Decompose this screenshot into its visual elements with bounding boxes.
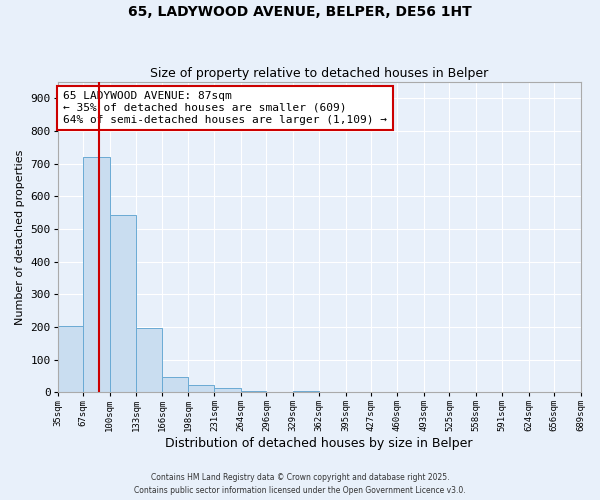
Text: 65, LADYWOOD AVENUE, BELPER, DE56 1HT: 65, LADYWOOD AVENUE, BELPER, DE56 1HT [128, 5, 472, 19]
Text: 65 LADYWOOD AVENUE: 87sqm
← 35% of detached houses are smaller (609)
64% of semi: 65 LADYWOOD AVENUE: 87sqm ← 35% of detac… [63, 92, 387, 124]
Text: Contains HM Land Registry data © Crown copyright and database right 2025.
Contai: Contains HM Land Registry data © Crown c… [134, 474, 466, 495]
Bar [110, 215, 136, 392]
Bar [163, 377, 188, 392]
Bar [293, 391, 319, 392]
Bar [83, 157, 110, 392]
Bar [188, 385, 214, 392]
Title: Size of property relative to detached houses in Belper: Size of property relative to detached ho… [150, 66, 488, 80]
Bar [214, 388, 241, 392]
Bar [136, 328, 163, 392]
Y-axis label: Number of detached properties: Number of detached properties [15, 150, 25, 325]
Bar [58, 326, 83, 392]
Bar [241, 390, 266, 392]
X-axis label: Distribution of detached houses by size in Belper: Distribution of detached houses by size … [166, 437, 473, 450]
